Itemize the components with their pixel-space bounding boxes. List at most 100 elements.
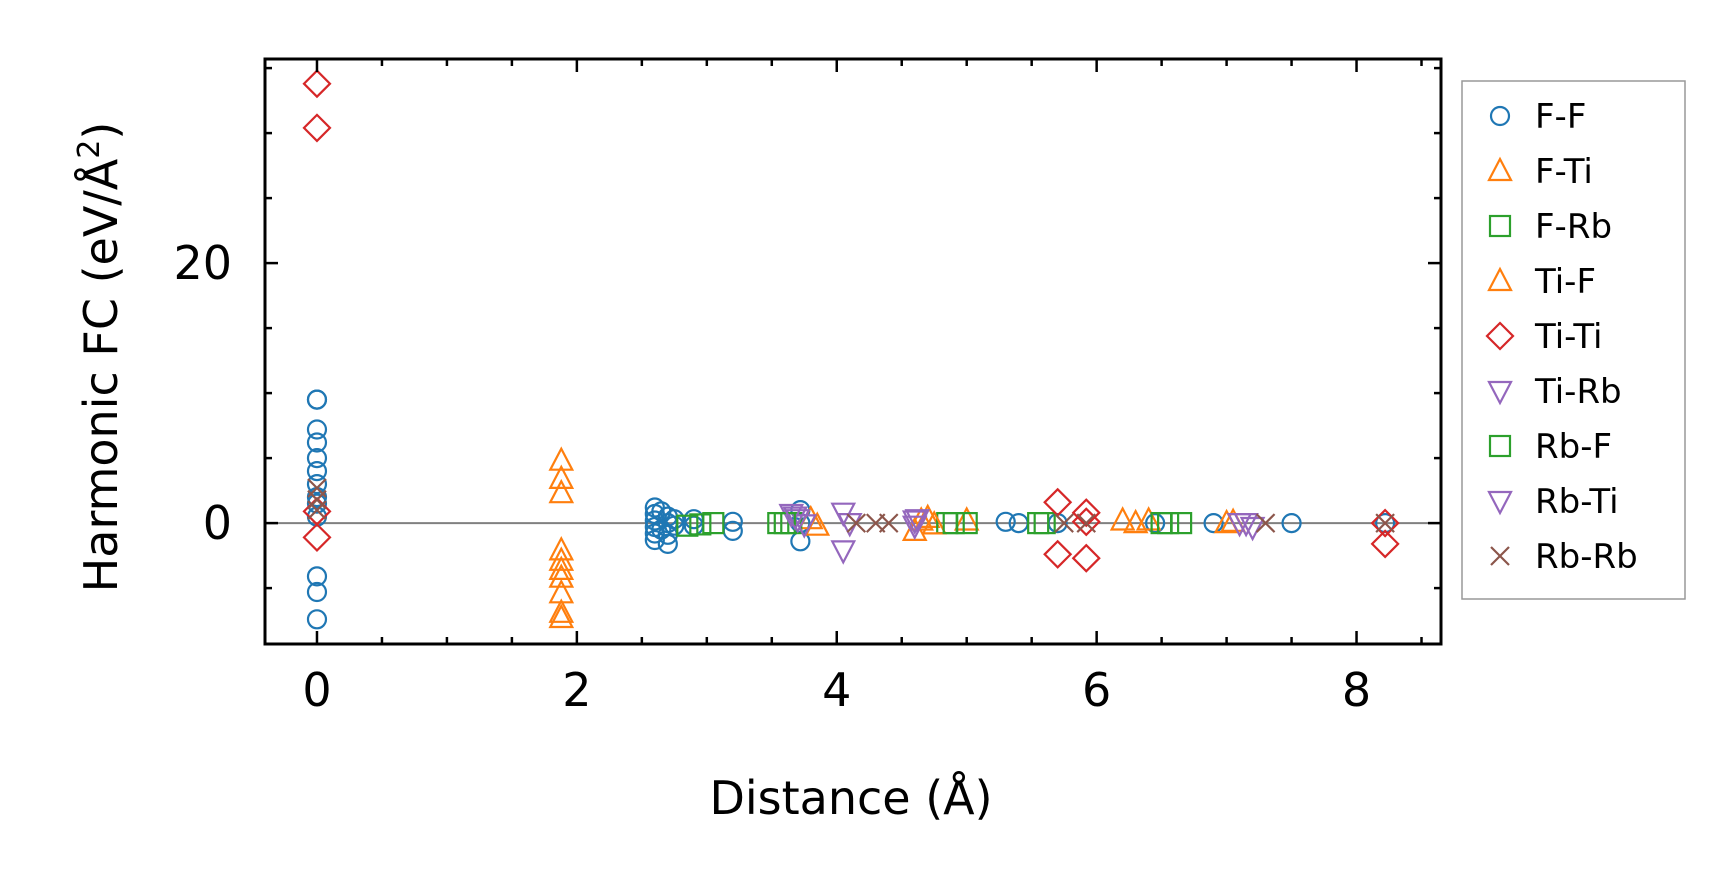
point-rb-rb-8-stroke-b xyxy=(1255,513,1276,533)
point-f-ti-5 xyxy=(548,555,575,581)
point-f-f-11 xyxy=(306,581,328,603)
point-f-rb-1 xyxy=(689,513,712,536)
point-ti-ti-0 xyxy=(302,69,332,99)
point-ti-ti-6 xyxy=(1071,498,1101,528)
point-f-ti-9 xyxy=(548,603,575,629)
plot-frame xyxy=(263,57,1443,646)
legend-marker-ti-rb xyxy=(1487,380,1513,406)
point-ti-f-3 xyxy=(921,510,948,535)
point-rb-ti-1 xyxy=(904,509,931,534)
point-ti-rb-4 xyxy=(830,540,857,565)
point-f-ti-14 xyxy=(1135,506,1162,531)
legend-marker-f-f xyxy=(1489,105,1511,127)
legend-marker-rb-ti xyxy=(1487,490,1513,516)
legend: F-F F-Ti F-Rb Ti-F Ti-Ti Ti-Rb Rb-F Rb-Ti Rb-Rb xyxy=(1461,80,1686,600)
point-rb-ti-2 xyxy=(1233,512,1259,538)
point-f-f-25 xyxy=(664,509,685,530)
point-rb-rb-9 xyxy=(1375,513,1395,533)
point-f-f-24 xyxy=(657,533,678,555)
point-f-ti-4 xyxy=(548,546,575,571)
legend-label-rb-rb: Rb-Rb xyxy=(1535,537,1638,577)
point-f-f-2 xyxy=(306,419,328,440)
point-ti-ti-8 xyxy=(1071,543,1101,573)
point-f-f-5 xyxy=(306,461,328,482)
point-rb-f-0 xyxy=(773,511,796,535)
point-f-f-26 xyxy=(664,515,685,536)
legend-marker-f-ti xyxy=(1487,156,1513,182)
y-tick-label: 20 xyxy=(173,236,232,290)
x-tick-label: 8 xyxy=(1342,663,1371,717)
point-ti-rb-2 xyxy=(791,514,818,539)
point-f-f-12 xyxy=(306,609,328,630)
legend-marker-ti-ti xyxy=(1485,321,1515,351)
series-ti-ti xyxy=(302,69,1400,573)
point-f-f-6 xyxy=(306,474,328,495)
point-f-f-1 xyxy=(306,389,328,410)
legend-label-rb-ti: Rb-Ti xyxy=(1535,482,1619,522)
tick-layer: 0 2 4 6 8 0 20 xyxy=(173,59,1441,717)
series-f-ti xyxy=(548,446,1246,629)
legend-label-rb-f: Rb-F xyxy=(1535,427,1612,467)
point-ti-ti-10 xyxy=(1370,529,1400,559)
y-axis-title-sup: 2 xyxy=(72,140,107,159)
point-f-f-3 xyxy=(306,432,328,453)
point-f-rb-0 xyxy=(676,514,699,537)
point-ti-ti-3 xyxy=(302,522,332,552)
frame-layer xyxy=(263,57,1443,646)
series-rb-rb xyxy=(307,478,1395,533)
x-tick-label: 0 xyxy=(302,663,331,717)
x-tick-label: 4 xyxy=(822,663,851,717)
legend-label-ti-rb: Ti-Rb xyxy=(1534,372,1622,412)
point-rb-rb-8 xyxy=(1255,513,1276,533)
point-f-ti-12 xyxy=(953,506,980,531)
legend-marker-f-rb xyxy=(1488,214,1512,238)
point-f-ti-6 xyxy=(548,563,575,588)
y-tick-label: 0 xyxy=(203,496,232,550)
legend-marker-rb-f xyxy=(1488,434,1512,458)
point-f-rb-6 xyxy=(955,511,978,535)
point-ti-ti-1 xyxy=(302,113,332,143)
point-f-rb-2 xyxy=(702,511,725,535)
legend-marker-ti-f xyxy=(1487,266,1513,292)
point-f-ti-13 xyxy=(1109,506,1136,531)
point-ti-rb-6 xyxy=(901,510,928,535)
point-f-ti-8 xyxy=(548,598,575,623)
point-rb-rb-2 xyxy=(307,500,327,520)
point-ti-f-2 xyxy=(908,506,935,531)
point-rb-rb-3 xyxy=(846,513,867,533)
point-rb-f-3 xyxy=(1150,511,1173,535)
x-tick-label: 6 xyxy=(1082,663,1111,717)
y-axis-title-close: ) xyxy=(74,122,128,140)
x-tick-label: 2 xyxy=(562,663,591,717)
point-ti-ti-5 xyxy=(1043,539,1073,569)
series-rb-ti xyxy=(782,506,1259,538)
point-f-f-38 xyxy=(1203,512,1224,534)
legend-label-ti-f: Ti-F xyxy=(1534,262,1596,302)
point-f-f-18 xyxy=(644,529,665,551)
point-f-f-34 xyxy=(995,511,1016,532)
points-layer xyxy=(302,69,1400,630)
point-f-ti-1 xyxy=(548,464,575,489)
point-f-f-4 xyxy=(306,448,328,469)
legend-label-f-ti: F-Ti xyxy=(1535,152,1593,192)
point-f-f-10 xyxy=(306,566,328,587)
point-rb-rb-3-stroke-b xyxy=(846,513,867,533)
point-rb-rb-9-stroke-b xyxy=(1375,513,1395,533)
series-rb-f xyxy=(773,511,1173,535)
point-rb-rb-5-stroke-b xyxy=(878,513,899,533)
point-rb-rb-7-stroke-b xyxy=(1076,513,1097,533)
point-f-f-8 xyxy=(306,493,328,514)
legend-label-f-f: F-F xyxy=(1535,97,1586,137)
legend-label-ti-ti: Ti-Ti xyxy=(1534,317,1603,357)
point-rb-rb-1 xyxy=(307,489,327,510)
point-rb-rb-7 xyxy=(1076,513,1097,533)
point-rb-f-1 xyxy=(942,511,965,535)
point-rb-f-2 xyxy=(1027,511,1050,535)
x-axis-title: Distance (Å) xyxy=(709,771,992,825)
point-ti-ti-4 xyxy=(1043,487,1073,517)
point-rb-rb-5 xyxy=(878,513,899,533)
point-ti-ti-7 xyxy=(1071,507,1101,537)
point-rb-rb-1-stroke-b xyxy=(307,489,327,510)
y-axis-title: Harmonic FC (eV/Å2) xyxy=(72,122,128,593)
